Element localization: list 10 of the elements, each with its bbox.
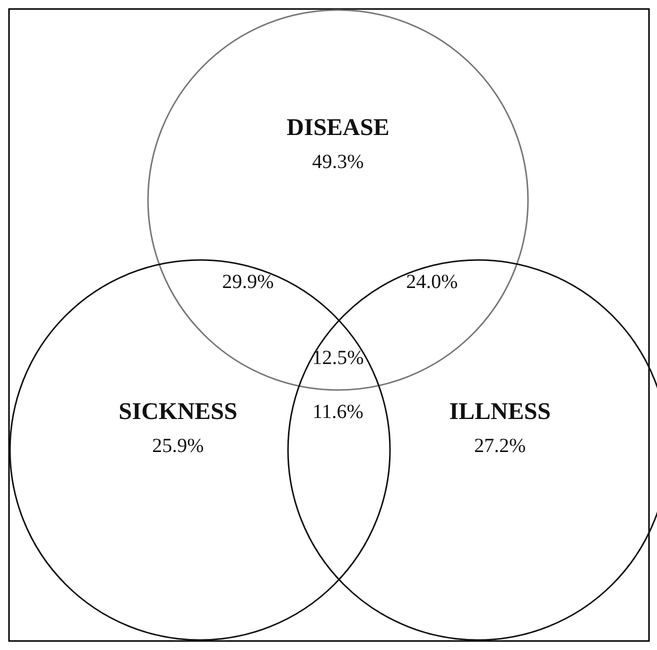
data-label: 25.9% xyxy=(152,435,204,457)
text: 29.9% xyxy=(222,271,274,293)
category-label: ILLNESS xyxy=(449,399,551,425)
text: 12.5% xyxy=(312,347,364,369)
data-label: 27.2% xyxy=(474,435,526,457)
data-label: 49.3% xyxy=(312,151,364,173)
category-label: SICKNESS xyxy=(118,399,238,425)
category-label: DISEASE xyxy=(286,115,390,141)
text: 24.0% xyxy=(406,271,458,293)
text: 11.6% xyxy=(312,401,364,423)
